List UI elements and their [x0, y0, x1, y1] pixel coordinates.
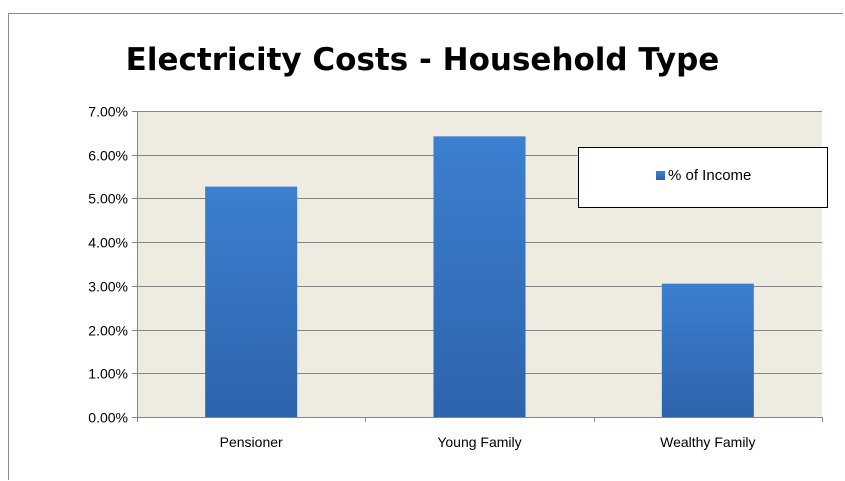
y-tick-label: 4.00%: [88, 235, 128, 251]
chart-title: Electricity Costs - Household Type: [125, 42, 720, 78]
bar-pensioner: [205, 186, 298, 417]
y-tick-label: 0.00%: [88, 410, 128, 426]
x-axis-tick-labels: Pensioner Young Family Wealthy Family: [220, 434, 756, 450]
x-tick-label: Wealthy Family: [660, 434, 755, 450]
legend: % of Income: [578, 147, 828, 208]
y-tick-label: 1.00%: [88, 366, 128, 382]
legend-item: % of Income: [656, 167, 751, 184]
legend-swatch: [656, 171, 665, 180]
y-tick-label: 5.00%: [88, 191, 128, 207]
y-tick-label: 3.00%: [88, 279, 128, 295]
y-tick-label: 6.00%: [88, 148, 128, 164]
y-tick-label: 2.00%: [88, 323, 128, 339]
x-tick-label: Pensioner: [220, 434, 283, 450]
axes: [137, 111, 823, 422]
bars: [205, 136, 754, 417]
y-axis-tick-labels: 0.00% 1.00% 2.00% 3.00% 4.00% 5.00% 6.00% 7.00%: [88, 104, 128, 426]
bar-wealthy-family: [661, 283, 754, 417]
bar-young-family: [433, 136, 526, 417]
x-tick-label: Young Family: [437, 434, 521, 450]
legend-label: % of Income: [668, 167, 752, 184]
y-tick-label: 7.00%: [88, 104, 128, 120]
